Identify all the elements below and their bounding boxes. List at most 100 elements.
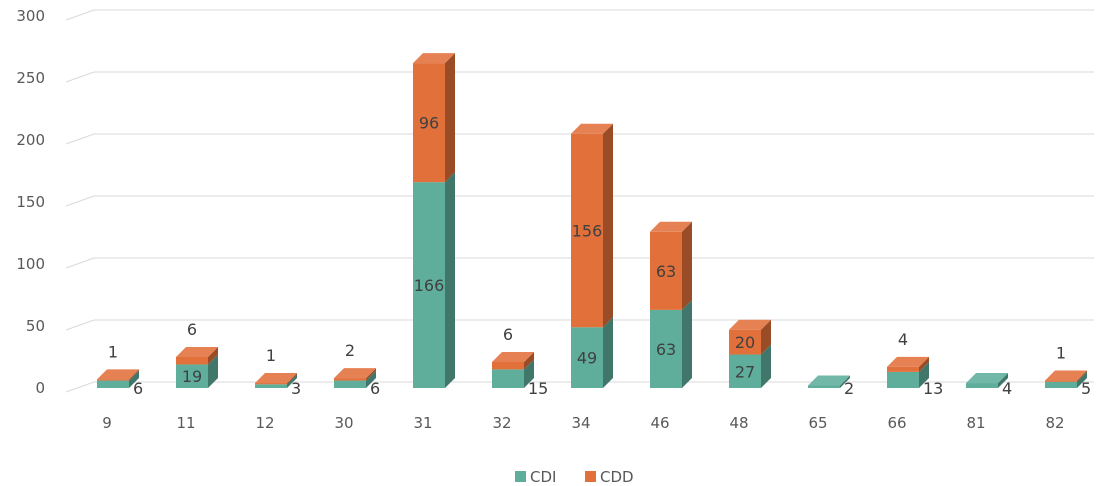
data-label-cdi: 19 [182,367,202,386]
bar-side [287,373,297,385]
bar-side [524,359,534,388]
bar-segment-cdd [650,221,692,310]
y-tick-label: 50 [26,317,45,335]
bar-segment-cdi [176,354,218,388]
bar-front [97,380,129,388]
legend: CDI CDD [515,468,634,486]
bar-segment-cdd [571,123,613,328]
data-label-cdd: 1 [1056,344,1066,363]
bar-front [492,369,524,388]
x-tick-label: 12 [255,414,274,432]
bar-top [492,351,534,362]
bar-segment-cdi [255,374,297,388]
bar-front [650,231,682,310]
bar-segment-cdd [255,373,297,385]
x-tick-label: 81 [966,414,985,432]
data-label-cdd: 1 [108,342,118,361]
x-tick-label: 9 [102,414,112,432]
legend-swatch [585,471,596,482]
bar-segment-cdi [729,344,771,388]
bar-segment-cdi [1045,371,1087,388]
bar-segment-cdd [887,356,929,372]
bar-front [176,357,208,365]
data-label-cdi: 27 [735,362,755,381]
bar-side [445,172,455,388]
x-tick-label: 32 [492,414,511,432]
gridline [65,133,1094,145]
legend-item-cdd: CDD [585,468,634,486]
bar-side [603,123,613,328]
y-axis: 0 50 100 150 200 250 300 [16,7,45,397]
y-tick-label: 150 [16,193,45,211]
bar-top [334,368,376,379]
bar-segment-cdi [808,375,850,388]
x-tick-label: 65 [808,414,827,432]
x-tick-label: 66 [887,414,906,432]
bar-side [287,374,297,388]
bar-segment-cdi [966,373,1008,388]
bar-side [366,370,376,388]
bar-side [129,370,139,388]
y-tick-label: 100 [16,255,45,273]
data-label-cdd: 20 [735,333,755,352]
data-label-cdd: 6 [187,320,197,339]
data-label-cdi: 49 [577,349,597,368]
bar-segment-cdd [413,53,455,183]
bar-front [887,371,919,388]
bar-front [966,383,998,388]
bar-segment-cdi [492,359,534,388]
bar-side [524,351,534,370]
bar-segment-cdi [97,370,139,388]
bar-front [413,182,445,388]
legend-label: CDI [530,468,556,486]
bar-segment-cdd [1045,370,1087,382]
bar-front [887,366,919,372]
x-tick-label: 30 [334,414,353,432]
bar-side [840,375,850,388]
data-label-cdi: 6 [133,379,143,398]
bar-segment-cdi [334,370,376,388]
bar-segment-cdi [650,299,692,388]
bar-side [682,221,692,310]
bar-segment-cdi [571,317,613,388]
x-tick-label: 48 [729,414,748,432]
data-label-cdi: 63 [656,340,676,359]
bar-segment-cdd [334,368,376,381]
bar-segment-cdd [492,351,534,370]
data-label-cdi: 5 [1081,379,1091,398]
bar-side [998,373,1008,388]
data-label-cdd: 4 [898,330,908,349]
bar-top [255,373,297,384]
bar-top [650,221,692,232]
data-label-cdd: 1 [266,346,276,365]
bar-segment-cdi [413,172,455,388]
bar-front [650,309,682,388]
data-label-cdi: 13 [923,379,943,398]
bar-top [571,123,613,134]
bar-top [176,347,218,357]
y-tick-label: 300 [16,7,45,25]
bar-front [492,361,524,370]
bar-front [334,378,366,381]
data-label-cdi: 2 [844,379,854,398]
y-tick-label: 0 [35,379,45,397]
bar-top [97,369,139,380]
gridline [65,71,1094,83]
gridline [65,195,1094,207]
bar-side [208,354,218,388]
bar-segment-cdd [176,347,218,365]
bar-front [97,379,129,381]
bar-front [255,384,287,388]
data-label-cdi: 15 [528,379,548,398]
bar-front [176,364,208,388]
gridline [65,257,1094,269]
legend-label: CDD [600,468,634,486]
x-tick-label: 46 [650,414,669,432]
bar-front [413,63,445,183]
bar-side [366,368,376,381]
bar-segment-cdi [887,361,929,388]
bar-top [887,356,929,367]
data-label-cdi: 6 [370,379,380,398]
